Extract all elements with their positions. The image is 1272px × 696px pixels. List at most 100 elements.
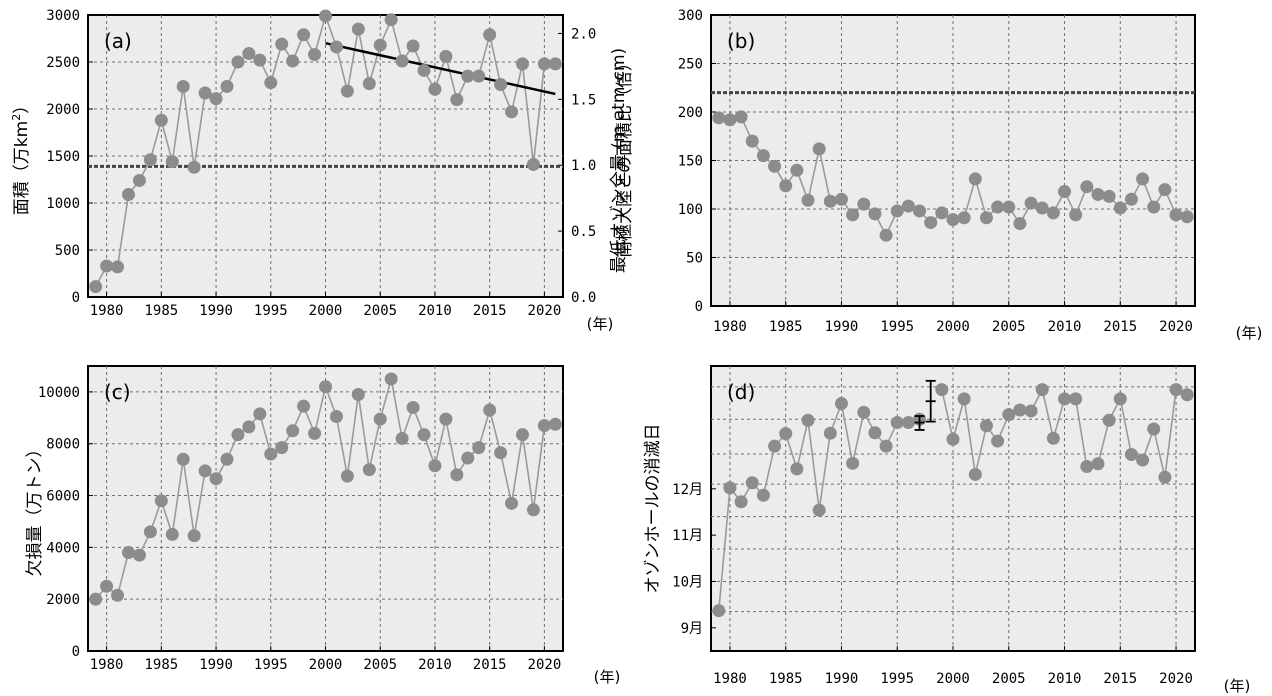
data-point	[1013, 403, 1027, 417]
data-point	[1002, 408, 1016, 422]
x-tick-label: 1990	[199, 657, 233, 673]
data-point	[957, 392, 971, 406]
y-tick-label: 50	[686, 251, 703, 267]
data-point	[756, 149, 770, 163]
x-tick-label: 2015	[473, 303, 507, 319]
x-tick-label: 2000	[309, 303, 343, 319]
y2-tick-label: 0.5	[571, 224, 596, 240]
x-unit-label: (年)	[1224, 677, 1251, 695]
data-point	[329, 40, 343, 54]
data-point	[198, 464, 212, 478]
data-point	[901, 199, 915, 213]
y2-tick-label: 0.0	[571, 290, 596, 306]
data-point	[1147, 200, 1161, 214]
data-point	[100, 579, 114, 593]
data-point	[220, 79, 234, 93]
data-point	[890, 416, 904, 430]
data-point	[165, 155, 179, 169]
data-point	[801, 193, 815, 207]
x-tick-label: 1995	[254, 303, 288, 319]
data-point	[362, 77, 376, 91]
y-tick-label: 0	[72, 644, 80, 660]
y-tick-label: 4000	[46, 540, 80, 556]
data-point	[1046, 206, 1060, 220]
data-point	[516, 428, 530, 442]
y-axis-label-text: 面積（万km	[12, 121, 32, 215]
data-point	[439, 49, 453, 63]
x-tick-label: 1985	[144, 303, 178, 319]
y-tick-label: 150	[678, 154, 703, 170]
data-point	[253, 407, 267, 421]
data-point	[417, 428, 431, 442]
y-axis-label: 最低オゾン全量 (m atm-cm)	[609, 48, 629, 273]
y2-tick-label: 2.0	[571, 26, 596, 42]
x-tick-label: 2005	[992, 319, 1026, 335]
data-point	[991, 434, 1005, 448]
y-tick-label: 1500	[46, 149, 80, 165]
data-point	[979, 419, 993, 433]
data-point	[264, 76, 278, 90]
data-point	[132, 548, 146, 562]
y-tick-label: 6000	[46, 489, 80, 505]
data-point	[779, 179, 793, 193]
data-point	[143, 525, 157, 539]
data-point	[801, 413, 815, 427]
data-point	[143, 153, 157, 167]
x-tick-label: 2020	[528, 303, 562, 319]
x-tick-label: 1985	[144, 657, 178, 673]
panel-label: (a)	[104, 29, 132, 53]
data-point	[1091, 457, 1105, 471]
x-tick-label: 1995	[254, 657, 288, 673]
y-tick-label: 2000	[46, 102, 80, 118]
data-point	[494, 446, 508, 460]
y2-axis-label: 南極大陸との面積比（倍）	[615, 54, 635, 258]
data-point	[756, 488, 770, 502]
data-point	[176, 452, 190, 466]
data-point	[768, 439, 782, 453]
data-point	[857, 405, 871, 419]
x-tick-label: 2015	[473, 657, 507, 673]
y2-tick-label: 1.5	[571, 92, 596, 108]
y-axis-label: 欠損量（万トン）	[25, 441, 45, 577]
y-tick-label: 250	[678, 57, 703, 73]
data-point	[275, 37, 289, 51]
data-point	[319, 380, 332, 394]
x-tick-label: 2000	[309, 657, 343, 673]
data-point	[494, 78, 508, 92]
data-point	[946, 213, 960, 227]
data-point	[461, 69, 475, 83]
data-point	[308, 47, 322, 61]
data-point	[846, 208, 860, 222]
y-tick-label: 12月	[672, 482, 703, 498]
data-point	[890, 204, 904, 218]
y-tick-label: 0	[72, 290, 80, 306]
y-tick-label: 200	[678, 105, 703, 121]
data-point	[483, 28, 497, 42]
x-tick-label: 2000	[936, 319, 970, 335]
data-point	[901, 416, 915, 430]
data-point	[823, 426, 837, 440]
data-point	[89, 592, 103, 606]
panel-a-chart: 1980 1985 1990 1995 2000 2005 2010 2015 2020 0 500…	[10, 8, 635, 333]
data-point	[132, 173, 146, 187]
data-point	[100, 259, 114, 273]
data-point	[472, 69, 486, 83]
data-point	[1136, 453, 1150, 467]
data-point	[790, 462, 804, 476]
panel-label: (d)	[727, 380, 755, 404]
x-tick-label: 2005	[992, 671, 1026, 687]
data-point	[450, 468, 464, 482]
data-point	[1169, 208, 1183, 222]
data-point	[351, 22, 365, 36]
x-tick-label: 1980	[713, 671, 747, 687]
data-point	[516, 57, 530, 71]
data-point	[231, 55, 245, 69]
data-point	[968, 172, 982, 186]
data-point	[1080, 180, 1094, 194]
data-point	[823, 194, 837, 208]
data-point	[1158, 470, 1172, 484]
data-point	[712, 111, 726, 125]
data-point	[505, 105, 519, 119]
data-point	[154, 494, 168, 508]
